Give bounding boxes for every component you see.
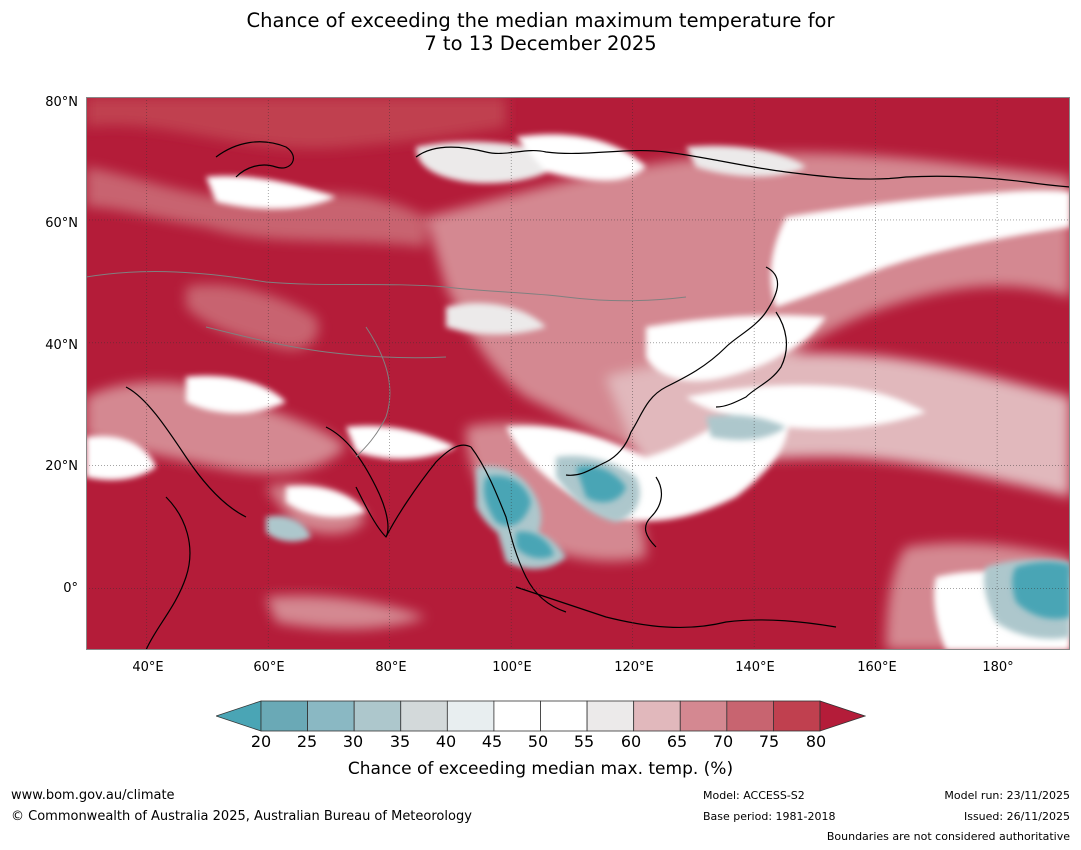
zone-neutral	[86, 435, 156, 480]
colorbar-tick: 70	[712, 732, 734, 751]
boundary-middle-east	[205, 326, 447, 359]
colorbar-segment	[633, 700, 681, 732]
coast-japan	[715, 311, 788, 408]
colorbar	[214, 700, 867, 732]
zone-warm	[86, 382, 346, 473]
coast-india-east	[385, 444, 472, 538]
colorbar-high-extend	[819, 700, 867, 732]
zone-neutral	[186, 375, 286, 414]
coast-india-west	[325, 426, 389, 538]
coast-arabia	[125, 386, 247, 518]
zone-neutral	[346, 425, 456, 459]
zone-cold	[576, 465, 626, 503]
lon-label-160e: 160°E	[857, 660, 897, 675]
zone-high	[86, 97, 506, 149]
lon-label-60e: 60°E	[253, 660, 285, 675]
zone-cold	[516, 531, 554, 559]
map-frame	[86, 97, 1070, 650]
colorbar-segment	[540, 700, 588, 732]
lon-label-40e: 40°E	[132, 660, 164, 675]
zone-cold	[1012, 561, 1070, 619]
colorbar-tick: 60	[620, 732, 642, 751]
colorbar-tick: 65	[666, 732, 688, 751]
country-boundaries	[86, 271, 687, 458]
colorbar-tick: 80	[805, 732, 827, 751]
colorbar-segments	[260, 700, 821, 732]
colorbar-segment	[773, 700, 821, 732]
colorbar-low-extend	[214, 700, 262, 732]
colorbar-segment	[446, 700, 495, 732]
colorbar-label: Chance of exceeding median max. temp. (%…	[347, 759, 734, 779]
colorbar-segment	[679, 700, 728, 732]
zone-cool	[706, 415, 786, 440]
lon-label-120e: 120°E	[614, 660, 654, 675]
zone-warm	[266, 595, 426, 629]
coast-philippines	[644, 476, 663, 548]
zone-neutral	[646, 315, 826, 381]
lat-label-20n: 20°N	[45, 459, 78, 474]
zone-neutral-warm	[686, 145, 806, 177]
boundary-central-asia	[86, 271, 687, 302]
footer-disclaimer: Boundaries are not considered authoritat…	[826, 830, 1070, 843]
lon-label-80e: 80°E	[375, 660, 407, 675]
title-line-1: Chance of exceeding the median maximum t…	[246, 9, 835, 32]
coast-south-china	[565, 431, 632, 476]
zone-neutral	[206, 176, 336, 209]
zone-cool	[266, 515, 311, 542]
colorbar-tick: 45	[481, 732, 503, 751]
cold-zone-layer	[484, 465, 1070, 619]
footer-model: Model: ACCESS-S2	[703, 789, 805, 802]
colorbar-tick: 20	[250, 732, 272, 751]
lat-label-60n: 60°N	[45, 216, 78, 231]
colorbar-tick: 50	[527, 732, 549, 751]
coast-africa-east	[145, 496, 191, 650]
colorbar-segment	[400, 700, 448, 732]
lat-label-40n: 40°N	[45, 338, 78, 353]
colorbar-tick: 75	[758, 732, 780, 751]
coast-indonesia	[515, 586, 837, 629]
coast-southeast-asia	[470, 446, 567, 613]
zone-neutral-warm	[416, 141, 566, 184]
colorbar-segment	[493, 700, 541, 732]
colorbar-tick: 25	[296, 732, 318, 751]
zone-neutral	[516, 134, 646, 181]
graticule	[86, 97, 1070, 650]
colorbar-graphic	[214, 700, 867, 732]
footer-copyright: © Commonwealth of Australia 2025, Austra…	[11, 809, 472, 824]
forecast-map	[86, 97, 1070, 650]
colorbar-tick: 55	[573, 732, 595, 751]
colorbar-tick: 35	[389, 732, 411, 751]
colorbar-segment	[307, 700, 355, 732]
lat-label-80n: 80°N	[45, 95, 78, 110]
zone-cold	[484, 475, 531, 526]
lon-label-100e: 100°E	[492, 660, 532, 675]
colorbar-segment	[586, 700, 635, 732]
boundary-south-asia	[355, 326, 391, 458]
colorbar-segment	[260, 700, 308, 732]
lon-label-140e: 140°E	[735, 660, 775, 675]
coast-scandinavia	[215, 141, 294, 178]
map-title: Chance of exceeding the median maximum t…	[0, 9, 1081, 55]
footer-issued: Issued: 26/11/2025	[963, 810, 1070, 823]
title-line-2: 7 to 13 December 2025	[424, 32, 657, 55]
colorbar-segment	[726, 700, 774, 732]
coast-siberia-arctic	[415, 146, 1070, 188]
map-canvas	[86, 97, 1070, 650]
lon-label-180: 180°	[982, 660, 1014, 675]
zone-mid-high	[186, 284, 319, 350]
footer-url: www.bom.gov.au/climate	[11, 788, 175, 803]
zone-neutral	[286, 486, 366, 518]
colorbar-segment	[353, 700, 402, 732]
colorbar-tick: 40	[435, 732, 457, 751]
zone-neutral-warm	[446, 303, 546, 335]
coast-east-asia	[630, 266, 779, 433]
lat-label-0: 0°	[63, 581, 78, 596]
colorbar-tick: 30	[342, 732, 364, 751]
footer-base-period: Base period: 1981-2018	[703, 810, 836, 823]
coastlines	[125, 141, 1070, 650]
footer-model-run: Model run: 23/11/2025	[944, 789, 1070, 802]
